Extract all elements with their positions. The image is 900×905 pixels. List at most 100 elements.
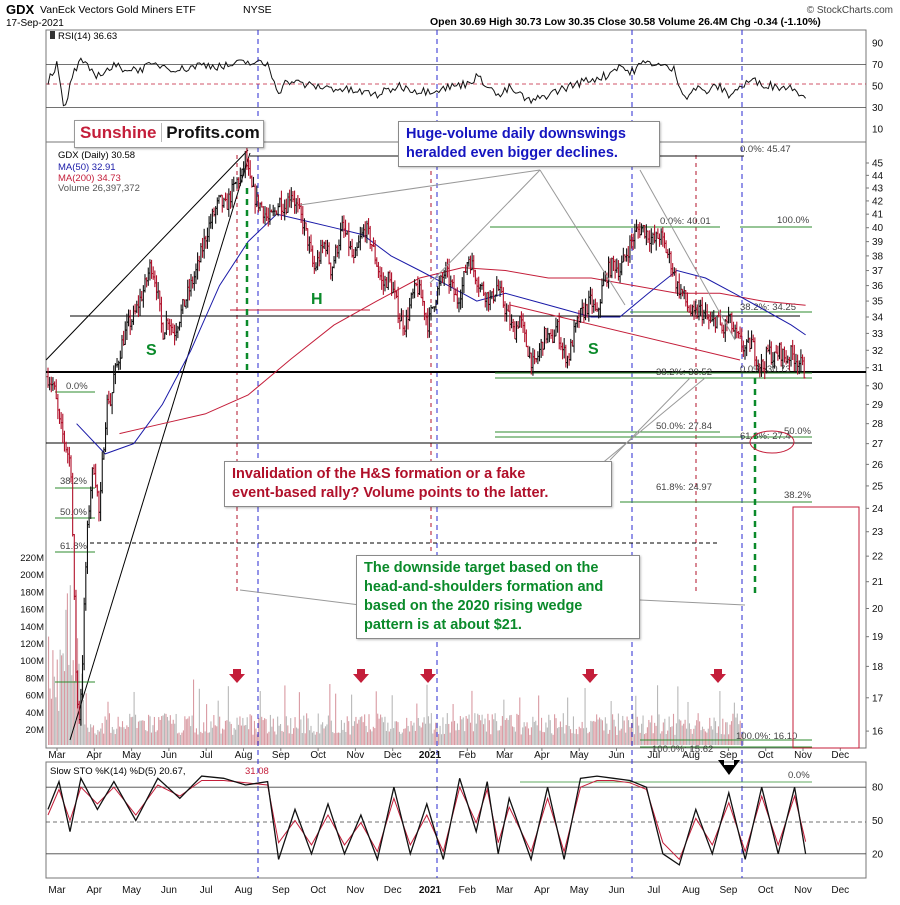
fib-label-100: 100.0% (777, 215, 810, 226)
volume-bar (487, 713, 489, 745)
volume-bar (527, 728, 530, 745)
volume-bar (152, 725, 154, 745)
volume-bar (126, 725, 128, 745)
volume-bar (290, 718, 292, 745)
volume-bar (446, 713, 448, 745)
volume-bar (266, 733, 269, 745)
fib-label-100-16: 100.0%: 16.10 (736, 731, 797, 742)
volume-bar (182, 730, 184, 745)
volume-bar (288, 733, 290, 745)
volume-bars (48, 585, 744, 745)
volume-bar (249, 714, 251, 745)
volume-bar (448, 723, 450, 745)
volume-bar (512, 726, 514, 745)
price-tick-label: 19 (872, 632, 884, 643)
volume-bar (410, 721, 412, 745)
volume-bar (440, 734, 443, 745)
volume-bar (327, 715, 329, 745)
sunshine-profits-logo: Sunshine Profits.com (74, 120, 264, 148)
volume-bar (393, 728, 395, 745)
volume-bar (381, 717, 383, 745)
volume-bar (314, 734, 316, 745)
volume-bar (281, 730, 283, 745)
volume-bar (211, 727, 213, 745)
volume-bar (333, 733, 335, 745)
volume-bar (87, 727, 89, 745)
volume-bar (246, 717, 248, 745)
volume-bar (343, 722, 345, 745)
volume-bar (348, 721, 350, 745)
volume-bar (306, 713, 308, 745)
fib-label-50: 50.0% (784, 426, 811, 437)
vertical-marker-lines (236, 30, 743, 878)
volume-bar (251, 715, 253, 745)
volume-bar (285, 716, 287, 745)
callout-bottom-line1: The downside target based on the (364, 560, 599, 576)
volume-bar (430, 713, 432, 745)
price-tick-label: 31 (872, 363, 884, 374)
price-x-tick-label: Apr (534, 750, 550, 761)
volume-bar (323, 728, 325, 745)
volume-bar (100, 728, 102, 745)
price-tick-label: 24 (872, 504, 884, 515)
volume-bar (324, 726, 327, 745)
volume-bar (271, 726, 273, 745)
volume-bar (683, 723, 685, 745)
sto-x-tick-label: Sep (272, 885, 290, 896)
fib-label-left-50: 50.0% (60, 507, 87, 518)
volume-bar (494, 713, 496, 745)
volume-bar (226, 720, 228, 745)
volume-bar (622, 715, 624, 745)
volume-bar (571, 733, 573, 745)
price-x-tick-label: Jun (161, 750, 177, 761)
volume-bar (396, 721, 398, 745)
volume-bar (532, 716, 534, 745)
volume-bar (261, 716, 263, 745)
volume-bar (474, 713, 476, 745)
volume-bar (135, 714, 137, 745)
volume-bar (177, 733, 179, 745)
volume-bar (717, 726, 719, 745)
volume-bar (671, 726, 673, 745)
logo-sunshine: Sunshine (80, 123, 157, 142)
pointer-top-4 (639, 169, 736, 341)
sto-x-tick-label: Jul (647, 885, 660, 896)
price-x-tick-label: Nov (794, 750, 812, 761)
volume-bar (426, 684, 428, 745)
volume-bar (269, 714, 271, 745)
volume-bar (81, 673, 83, 745)
volume-bar (171, 723, 173, 745)
volume-bar (715, 721, 717, 745)
callout-top-line2: heralded even bigger declines. (406, 145, 618, 161)
volume-bar (451, 721, 453, 745)
volume-bar (716, 732, 718, 745)
volume-bar (71, 675, 73, 745)
volume-bar (725, 722, 727, 745)
volume-bar (639, 732, 641, 745)
volume-bar (491, 714, 493, 745)
volume-bar (352, 725, 354, 745)
target-zone-rectangle (792, 506, 860, 749)
volume-bar (92, 725, 95, 745)
volume-bar (633, 734, 635, 745)
volume-bar (252, 734, 254, 745)
sto-x-tick-label: Aug (235, 885, 253, 896)
volume-bar (636, 716, 638, 745)
sto-fib-label: 0.0% (788, 770, 810, 781)
volume-bar (564, 733, 566, 745)
volume-bar (472, 731, 474, 745)
sto-x-tick-label: Apr (534, 885, 550, 896)
sto-x-tick-label: Oct (310, 885, 326, 896)
volume-tick-label: 180M (20, 587, 44, 598)
volume-bar (464, 731, 466, 745)
price-tick-label: 16 (872, 727, 884, 738)
volume-bar (150, 732, 153, 745)
volume-bar (443, 733, 445, 745)
volume-bar (480, 720, 482, 745)
volume-bar (397, 722, 399, 745)
volume-bar (342, 729, 344, 745)
volume-bar (161, 716, 163, 745)
volume-bar (361, 716, 363, 745)
volume-tick-label: 20M (26, 725, 45, 736)
price-x-tick-label: Aug (682, 750, 700, 761)
